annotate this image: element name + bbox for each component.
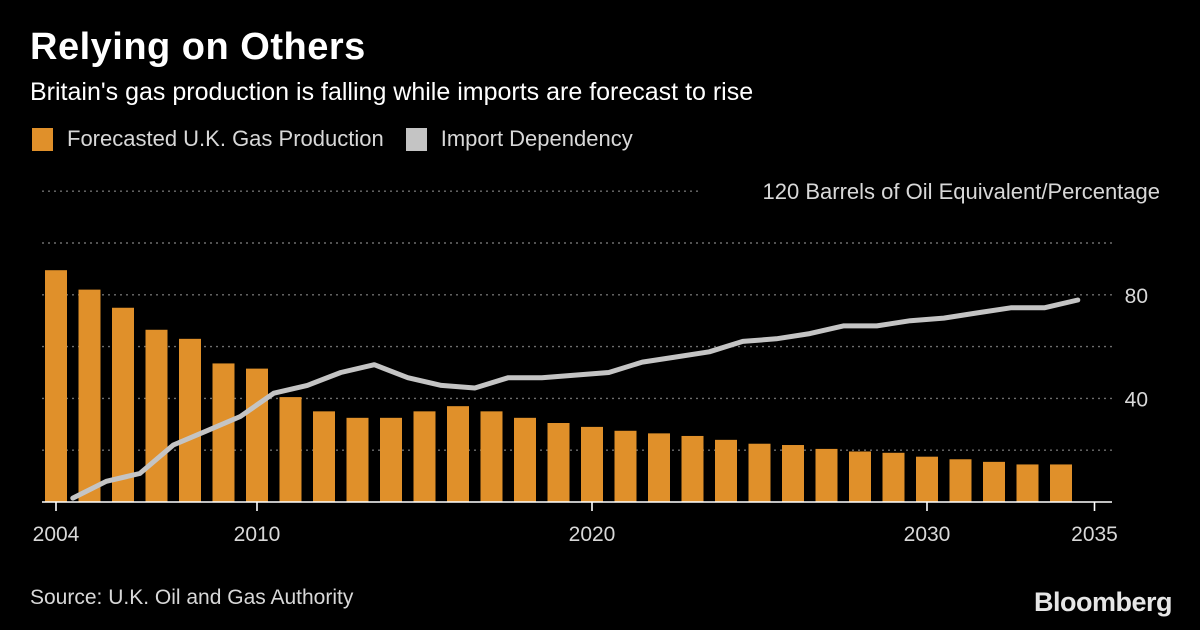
bar-2022 <box>648 433 670 502</box>
x-tick-label-2010: 2010 <box>234 523 281 546</box>
y-tick-label-80: 80 <box>1125 285 1148 308</box>
bar-2032 <box>983 461 1005 502</box>
x-tick-label-2035: 2035 <box>1071 523 1118 546</box>
bar-2011 <box>279 397 302 502</box>
bar-2005 <box>78 289 101 502</box>
x-tick-label-2020: 2020 <box>569 523 616 546</box>
bar-2028 <box>849 451 871 502</box>
bar-2015 <box>413 411 436 502</box>
bar-2016 <box>447 406 469 502</box>
x-tick-label-2004: 2004 <box>33 523 80 546</box>
bar-2006 <box>112 307 134 502</box>
source-note: Source: U.K. Oil and Gas Authority <box>30 586 354 609</box>
bar-2020 <box>581 426 603 502</box>
y-tick-label-40: 40 <box>1125 388 1148 411</box>
bar-2025 <box>748 443 771 502</box>
bar-2030 <box>916 456 938 502</box>
bar-2034 <box>1050 464 1072 502</box>
bar-2026 <box>782 445 804 502</box>
bar-2008 <box>179 338 201 502</box>
import-dependency-line <box>70 297 1081 501</box>
bloomberg-logo: Bloomberg <box>1033 587 1173 617</box>
chart-title: Relying on Others <box>30 26 366 68</box>
bar-2029 <box>882 452 905 502</box>
bar-2007 <box>145 329 168 502</box>
bar-2027 <box>815 448 838 502</box>
x-tick-label-2030: 2030 <box>904 523 951 546</box>
chart-subtitle: Britain's gas production is falling whil… <box>30 78 754 106</box>
bar-2021 <box>614 430 637 502</box>
chart-legend: Forecasted U.K. Gas Production Import De… <box>32 126 655 152</box>
legend-label-production: Forecasted U.K. Gas Production <box>67 126 384 151</box>
legend-swatch-import <box>405 127 427 151</box>
bar-2014 <box>380 417 402 502</box>
legend-item-import: Import Dependency <box>405 126 633 152</box>
bar-2004 <box>45 270 67 502</box>
legend-swatch-production <box>32 127 53 151</box>
bar-2009 <box>212 363 235 502</box>
bar-2018 <box>514 417 536 502</box>
bar-2019 <box>547 423 570 502</box>
bar-2033 <box>1016 464 1039 502</box>
bar-2010 <box>246 368 268 502</box>
bar-2023 <box>681 435 704 502</box>
bar-2017 <box>480 411 503 502</box>
legend-item-production: Forecasted U.K. Gas Production <box>32 126 384 152</box>
y-axis-unit-label: 120 Barrels of Oil Equivalent/Percentage <box>763 179 1160 204</box>
legend-label-import: Import Dependency <box>440 126 633 151</box>
bar-2031 <box>949 459 972 502</box>
bar-2012 <box>313 411 335 502</box>
bar-2013 <box>346 417 369 502</box>
bar-2024 <box>715 439 737 502</box>
